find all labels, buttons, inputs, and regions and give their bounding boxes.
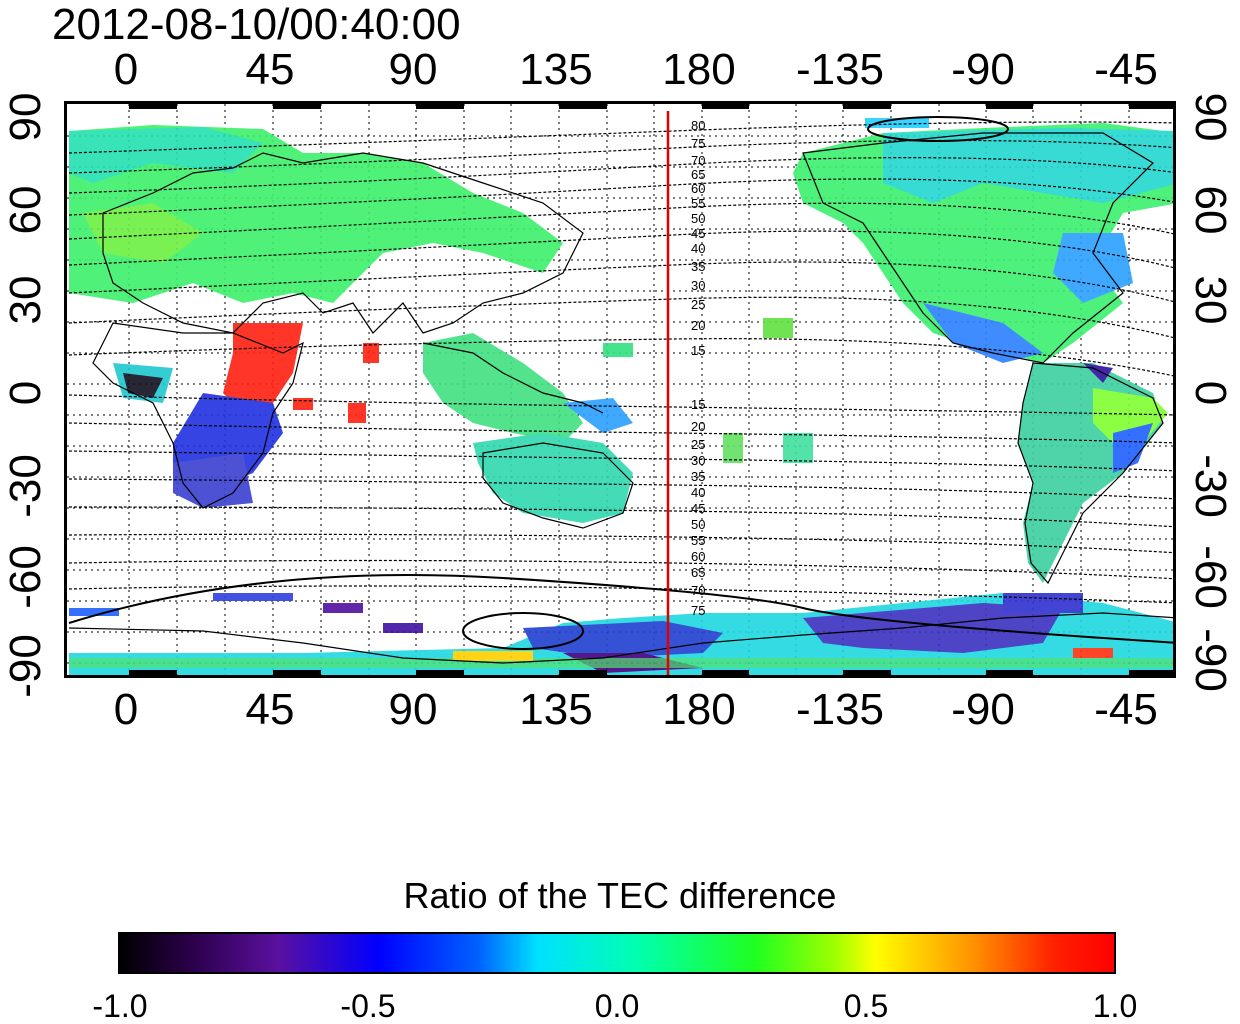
right-latitude-tick: -30: [1186, 454, 1235, 518]
left-latitude-tick: 0: [1, 380, 50, 406]
contour-label: 45: [691, 226, 705, 241]
contour-label: 55: [691, 196, 705, 211]
colorbar-tick: 0.0: [594, 988, 640, 1024]
contour-label: 65: [691, 565, 705, 580]
colorbar: [118, 932, 1116, 974]
left-latitude-tick: 60: [1, 185, 50, 235]
top-longitude-tick: -135: [795, 45, 885, 94]
top-longitude-tick: 90: [388, 45, 438, 94]
right-latitude-tick: 30: [1186, 275, 1235, 325]
colorbar-tick: 1.0: [1092, 988, 1138, 1024]
map-title: 2012-08-10/00:40:00: [52, 0, 461, 49]
right-latitude-tick: 0: [1186, 380, 1235, 406]
right-latitude-tick: -60: [1186, 545, 1235, 609]
contour-label: 55: [691, 533, 705, 548]
bottom-longitude-tick: 135: [519, 685, 593, 734]
contour-label: 20: [691, 419, 705, 434]
colorbar-tick: 0.5: [843, 988, 889, 1024]
coastlines: [68, 132, 1173, 664]
colorbar-title: Ratio of the TEC difference: [403, 875, 837, 916]
left-latitude-tick: -30: [1, 454, 50, 518]
contour-label: 75: [691, 136, 705, 151]
top-longitude-tick: 0: [113, 45, 139, 94]
colorbar-tick: -1.0: [92, 988, 148, 1024]
contour-label: 15: [691, 343, 705, 358]
contour-label: 30: [691, 278, 705, 293]
magnetic-contours: [68, 121, 1173, 604]
top-longitude-tick: 45: [245, 45, 295, 94]
magnetic-pole-contours: [68, 116, 1173, 650]
bottom-longitude-tick: -135: [795, 685, 885, 734]
top-longitude-tick: 135: [519, 45, 593, 94]
contour-label: 70: [691, 583, 705, 598]
contour-label: 50: [691, 517, 705, 532]
contour-label: 25: [691, 297, 705, 312]
contour-label: 60: [691, 181, 705, 196]
right-latitude-tick: 60: [1186, 185, 1235, 235]
top-longitude-tick: 180: [662, 45, 736, 94]
right-latitude-tick: 90: [1186, 92, 1235, 142]
left-latitude-tick: 90: [1, 92, 50, 142]
tec-map: 80 75 70 65 60 55 50 45 40 35 30 25 20 1…: [64, 101, 1176, 678]
colorbar-tick: -0.5: [340, 988, 396, 1024]
contour-labels-north: 80 75 70 65 60 55 50 45 40 35 30 25 20 1…: [691, 118, 705, 358]
top-longitude-tick: -90: [951, 45, 1015, 94]
contour-label: 75: [691, 603, 705, 618]
left-latitude-tick: -60: [1, 545, 50, 609]
left-latitude-tick: -90: [1, 634, 50, 698]
contour-label: 35: [691, 259, 705, 274]
bottom-longitude-tick: 45: [245, 685, 295, 734]
contour-label: 15: [691, 397, 705, 412]
contour-label: 70: [691, 153, 705, 168]
bottom-longitude-tick: 0: [113, 685, 139, 734]
bottom-longitude-tick: -90: [951, 685, 1015, 734]
contour-label: 35: [691, 469, 705, 484]
bottom-longitude-tick: 180: [662, 685, 736, 734]
bottom-longitude-tick: 90: [388, 685, 438, 734]
bottom-longitude-tick: -45: [1094, 685, 1158, 734]
contour-label: 25: [691, 437, 705, 452]
tec-data-cells: [69, 118, 1173, 675]
right-latitude-tick: -90: [1186, 628, 1235, 692]
contour-labels-south: 15 20 25 30 35 40 45 50 55 60 65 70 75: [691, 397, 705, 618]
contour-label: 40: [691, 241, 705, 256]
contour-label: 40: [691, 485, 705, 500]
contour-label: 20: [691, 318, 705, 333]
contour-label: 50: [691, 211, 705, 226]
contour-label: 30: [691, 453, 705, 468]
contour-label: 60: [691, 549, 705, 564]
contour-label: 65: [691, 167, 705, 182]
frame-tick-bars: [129, 104, 1173, 675]
contour-label: 45: [691, 501, 705, 516]
contour-label: 80: [691, 118, 705, 133]
top-longitude-tick: -45: [1094, 45, 1158, 94]
left-latitude-tick: 30: [1, 275, 50, 325]
